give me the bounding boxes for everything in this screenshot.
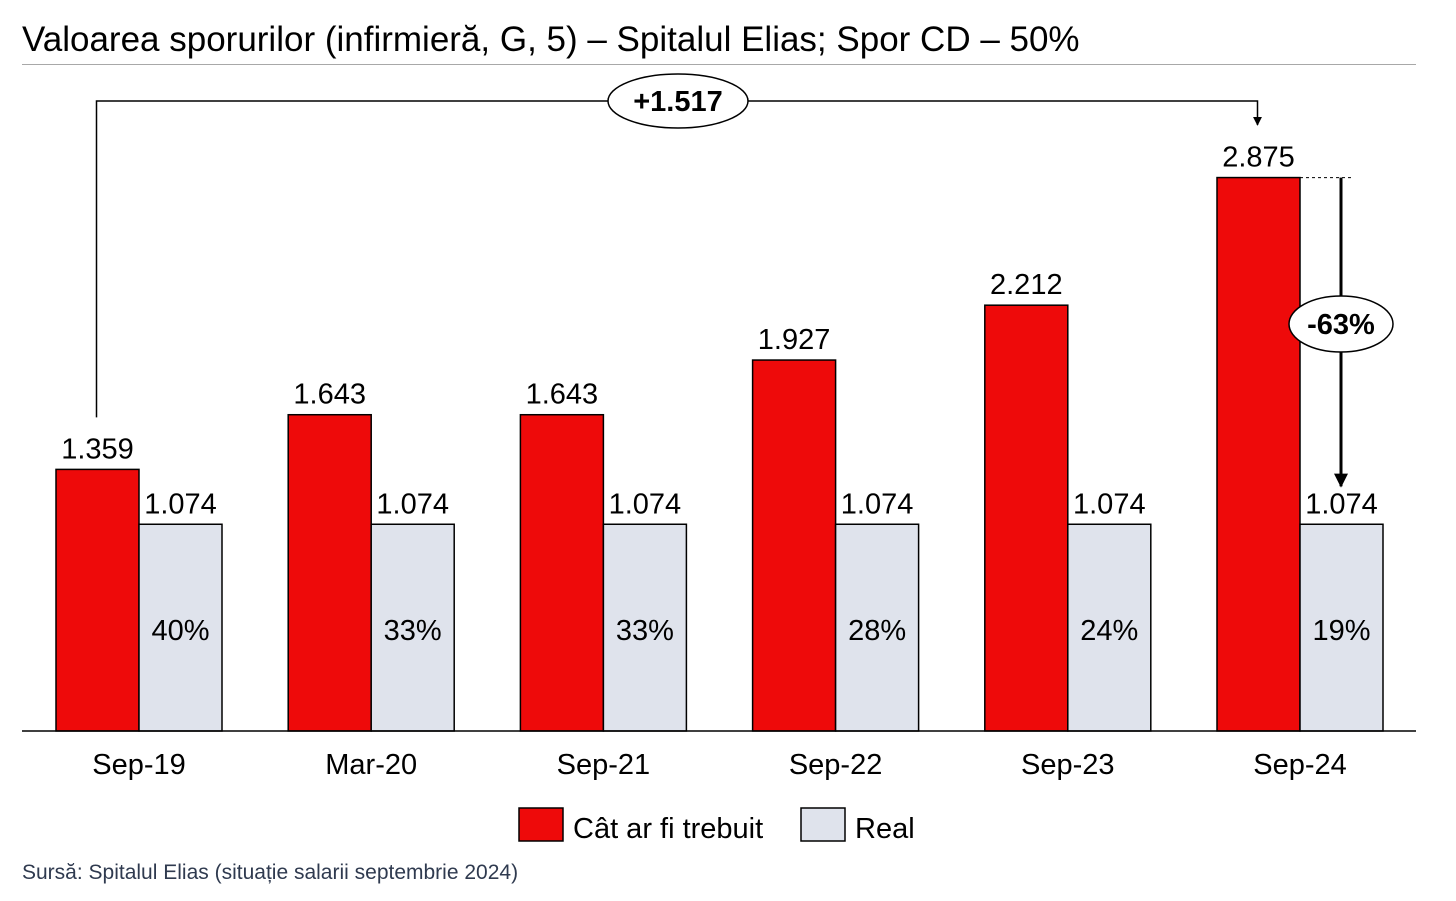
value-label-real: 1.074 bbox=[1305, 488, 1378, 520]
bar-real-mar-20 bbox=[370, 523, 455, 732]
increase-callout-label: +1.517 bbox=[633, 86, 723, 118]
percent-label: 40% bbox=[151, 615, 209, 647]
bars-layer bbox=[22, 176, 1416, 732]
x-tick-label: Sep-21 bbox=[557, 749, 651, 781]
value-label-real: 1.074 bbox=[609, 488, 682, 520]
percent-label: 33% bbox=[616, 615, 674, 647]
value-label-expected: 2.875 bbox=[1222, 142, 1295, 174]
value-label-real: 1.074 bbox=[841, 488, 914, 520]
percent-label: 28% bbox=[848, 615, 906, 647]
annotation-layer: +1.517 -63% bbox=[95, 73, 1394, 488]
gap-callout-label: -63% bbox=[1307, 309, 1375, 341]
title-divider bbox=[22, 64, 1416, 65]
bar-real-sep-21 bbox=[602, 523, 688, 732]
value-label-expected: 2.212 bbox=[990, 269, 1063, 301]
chart-title: Valoarea sporurilor (infirmieră, G, 5) –… bbox=[22, 20, 1080, 59]
increase-bracket-line bbox=[95, 100, 1262, 418]
increase-callout-bubble bbox=[607, 73, 749, 129]
value-label-real: 1.074 bbox=[144, 488, 217, 520]
bar-real-sep-19 bbox=[138, 523, 223, 732]
value-label-expected: 1.643 bbox=[293, 379, 366, 411]
x-tick-label: Sep-22 bbox=[789, 749, 883, 781]
value-label-expected: 1.927 bbox=[758, 324, 831, 356]
x-tick-label: Sep-23 bbox=[1021, 749, 1115, 781]
percent-label: 19% bbox=[1312, 615, 1370, 647]
bar-expected-mar-20 bbox=[287, 413, 372, 732]
gap-callout-bubble bbox=[1288, 295, 1394, 353]
bar-real-sep-24 bbox=[1299, 523, 1384, 732]
bar-expected-sep-23 bbox=[984, 304, 1069, 732]
value-label-real: 1.074 bbox=[1073, 488, 1146, 520]
legend-label-real: Real bbox=[855, 813, 915, 845]
bar-real-sep-23 bbox=[1067, 523, 1152, 732]
value-label-expected: 1.359 bbox=[61, 433, 134, 465]
value-label-expected: 1.643 bbox=[526, 379, 599, 411]
labels-layer: 1.359 1.074 40% Sep-19 1.643 1.074 33% Mar-20 1.… bbox=[61, 142, 1378, 781]
legend: Cât ar fi trebuit Real bbox=[518, 807, 915, 845]
bar-expected-sep-22 bbox=[751, 359, 837, 732]
legend-swatch-real bbox=[800, 807, 846, 842]
source-note: Sursă: Spitalul Elias (situație salarii … bbox=[22, 861, 519, 884]
bar-real-sep-22 bbox=[834, 523, 920, 732]
legend-label-expected: Cât ar fi trebuit bbox=[573, 813, 763, 845]
percent-label: 24% bbox=[1080, 615, 1138, 647]
legend-swatch-expected bbox=[518, 807, 564, 842]
value-label-real: 1.074 bbox=[376, 488, 449, 520]
bar-expected-sep-24 bbox=[1216, 176, 1301, 732]
x-tick-label: Sep-24 bbox=[1253, 749, 1347, 781]
bar-expected-sep-21 bbox=[519, 413, 605, 732]
percent-label: 33% bbox=[384, 615, 442, 647]
x-tick-label: Mar-20 bbox=[325, 749, 417, 781]
bar-expected-sep-19 bbox=[55, 468, 140, 732]
x-tick-label: Sep-19 bbox=[92, 749, 186, 781]
